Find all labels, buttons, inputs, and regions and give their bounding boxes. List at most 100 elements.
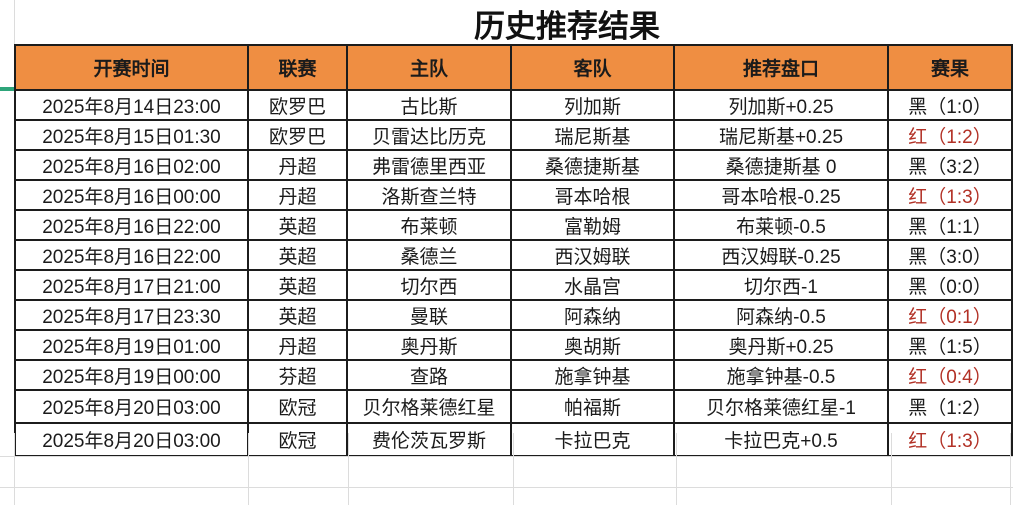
cell-time[interactable]: 2025年8月20日03:00 — [16, 424, 249, 455]
cell-home[interactable]: 费伦茨瓦罗斯 — [348, 424, 512, 455]
table-row: 2025年8月14日23:00 欧罗巴 古比斯 列加斯 列加斯+0.25 黑（1… — [16, 91, 1011, 121]
cell-home[interactable]: 桑德兰 — [348, 241, 512, 269]
header-cell-handicap[interactable]: 推荐盘口 — [675, 46, 889, 89]
cell-time[interactable]: 2025年8月15日01:30 — [16, 121, 249, 149]
cell-time[interactable]: 2025年8月20日03:00 — [16, 391, 249, 422]
cell-away[interactable]: 西汉姆联 — [512, 241, 675, 269]
cell-league[interactable]: 英超 — [249, 301, 348, 329]
cell-league[interactable]: 英超 — [249, 211, 348, 239]
cell-away[interactable]: 施拿钟基 — [512, 361, 675, 389]
cell-away[interactable]: 奥胡斯 — [512, 331, 675, 359]
cell-handicap[interactable]: 施拿钟基-0.5 — [675, 361, 889, 389]
cell-handicap[interactable]: 西汉姆联-0.25 — [675, 241, 889, 269]
cell-handicap[interactable]: 列加斯+0.25 — [675, 91, 889, 119]
cell-home[interactable]: 弗雷德里西亚 — [348, 151, 512, 179]
cell-league[interactable]: 英超 — [249, 241, 348, 269]
results-table: 开赛时间 联赛 主队 客队 推荐盘口 赛果 2025年8月14日23:00 欧罗… — [14, 44, 1013, 457]
cell-away[interactable]: 哥本哈根 — [512, 181, 675, 209]
gridline — [676, 433, 677, 505]
table-row: 2025年8月20日03:00 欧冠 贝尔格莱德红星 帕福斯 贝尔格莱德红星-1… — [16, 391, 1011, 424]
cell-time[interactable]: 2025年8月16日00:00 — [16, 181, 249, 209]
table-row: 2025年8月16日02:00 丹超 弗雷德里西亚 桑德捷斯基 桑德捷斯基 0 … — [16, 151, 1011, 181]
gridline — [891, 433, 892, 505]
cell-time[interactable]: 2025年8月16日22:00 — [16, 211, 249, 239]
cell-away[interactable]: 桑德捷斯基 — [512, 151, 675, 179]
gridline — [1010, 433, 1011, 505]
cell-league[interactable]: 丹超 — [249, 181, 348, 209]
cell-result[interactable]: 黑（3:2） — [908, 156, 992, 178]
cell-handicap[interactable]: 贝尔格莱德红星-1 — [675, 391, 889, 422]
cell-away[interactable]: 卡拉巴克 — [512, 424, 675, 455]
cell-result[interactable]: 黑（3:0） — [908, 246, 992, 268]
cell-handicap[interactable]: 哥本哈根-0.25 — [675, 181, 889, 209]
cell-home[interactable]: 洛斯查兰特 — [348, 181, 512, 209]
cell-result[interactable]: 黑（1:1） — [908, 216, 992, 238]
header-cell-league[interactable]: 联赛 — [249, 46, 348, 89]
cell-result[interactable]: 红（1:3） — [908, 431, 992, 452]
cell-league[interactable]: 欧冠 — [249, 391, 348, 422]
cell-handicap[interactable]: 奥丹斯+0.25 — [675, 331, 889, 359]
gridline — [348, 433, 349, 505]
cell-home[interactable]: 奥丹斯 — [348, 331, 512, 359]
cell-result[interactable]: 红（1:2） — [908, 126, 992, 148]
table-row: 2025年8月17日23:30 英超 曼联 阿森纳 阿森纳-0.5 红（0:1） — [16, 301, 1011, 331]
header-cell-away[interactable]: 客队 — [512, 46, 675, 89]
cell-result[interactable]: 红（0:4） — [908, 366, 992, 388]
cell-result[interactable]: 红（1:3） — [908, 186, 992, 208]
gridline — [14, 433, 15, 505]
cell-time[interactable]: 2025年8月17日21:00 — [16, 271, 249, 299]
cell-away[interactable]: 水晶宫 — [512, 271, 675, 299]
table-row: 2025年8月16日00:00 丹超 洛斯查兰特 哥本哈根 哥本哈根-0.25 … — [16, 181, 1011, 211]
cell-time[interactable]: 2025年8月19日00:00 — [16, 361, 249, 389]
cell-league[interactable]: 欧罗巴 — [249, 91, 348, 119]
page-title[interactable]: 历史推荐结果 — [474, 9, 660, 44]
cell-result[interactable]: 红（0:1） — [908, 306, 992, 328]
cell-handicap[interactable]: 布莱顿-0.5 — [675, 211, 889, 239]
gridline — [248, 433, 249, 505]
cell-league[interactable]: 丹超 — [249, 331, 348, 359]
table-row: 2025年8月17日21:00 英超 切尔西 水晶宫 切尔西-1 黑（0:0） — [16, 271, 1011, 301]
cell-away[interactable]: 帕福斯 — [512, 391, 675, 422]
cell-handicap[interactable]: 瑞尼斯基+0.25 — [675, 121, 889, 149]
cell-time[interactable]: 2025年8月19日01:00 — [16, 331, 249, 359]
selection-accent — [0, 87, 14, 91]
cell-result[interactable]: 黑（1:5） — [908, 336, 992, 358]
cell-time[interactable]: 2025年8月16日02:00 — [16, 151, 249, 179]
cell-result[interactable]: 黑（1:0） — [908, 96, 992, 118]
table-row: 2025年8月20日03:00 欧冠 费伦茨瓦罗斯 卡拉巴克 卡拉巴克+0.5 … — [16, 424, 1011, 455]
cell-home[interactable]: 贝尔格莱德红星 — [348, 391, 512, 422]
cell-league[interactable]: 芬超 — [249, 361, 348, 389]
cell-handicap[interactable]: 阿森纳-0.5 — [675, 301, 889, 329]
cell-home[interactable]: 曼联 — [348, 301, 512, 329]
cell-away[interactable]: 富勒姆 — [512, 211, 675, 239]
cell-league[interactable]: 欧罗巴 — [249, 121, 348, 149]
gridline — [0, 487, 1013, 488]
table-row: 2025年8月16日22:00 英超 桑德兰 西汉姆联 西汉姆联-0.25 黑（… — [16, 241, 1011, 271]
cell-time[interactable]: 2025年8月17日23:30 — [16, 301, 249, 329]
cell-home[interactable]: 贝雷达比历克 — [348, 121, 512, 149]
cell-home[interactable]: 查路 — [348, 361, 512, 389]
table-header-row: 开赛时间 联赛 主队 客队 推荐盘口 赛果 — [16, 46, 1011, 91]
cell-away[interactable]: 阿森纳 — [512, 301, 675, 329]
cell-home[interactable]: 布莱顿 — [348, 211, 512, 239]
cell-time[interactable]: 2025年8月14日23:00 — [16, 91, 249, 119]
gridline — [513, 433, 514, 505]
cell-handicap[interactable]: 切尔西-1 — [675, 271, 889, 299]
cell-result[interactable]: 黑（1:2） — [908, 398, 992, 419]
cell-time[interactable]: 2025年8月16日22:00 — [16, 241, 249, 269]
cell-away[interactable]: 瑞尼斯基 — [512, 121, 675, 149]
cell-home[interactable]: 切尔西 — [348, 271, 512, 299]
cell-home[interactable]: 古比斯 — [348, 91, 512, 119]
cell-handicap[interactable]: 卡拉巴克+0.5 — [675, 424, 889, 455]
cell-league[interactable]: 英超 — [249, 271, 348, 299]
cell-handicap[interactable]: 桑德捷斯基 0 — [675, 151, 889, 179]
header-cell-result[interactable]: 赛果 — [930, 59, 969, 80]
table-row: 2025年8月19日01:00 丹超 奥丹斯 奥胡斯 奥丹斯+0.25 黑（1:… — [16, 331, 1011, 361]
cell-away[interactable]: 列加斯 — [512, 91, 675, 119]
header-cell-home[interactable]: 主队 — [348, 46, 512, 89]
cell-league[interactable]: 欧冠 — [249, 424, 348, 455]
header-cell-time[interactable]: 开赛时间 — [16, 46, 249, 89]
cell-result[interactable]: 黑（0:0） — [908, 276, 992, 298]
cell-league[interactable]: 丹超 — [249, 151, 348, 179]
